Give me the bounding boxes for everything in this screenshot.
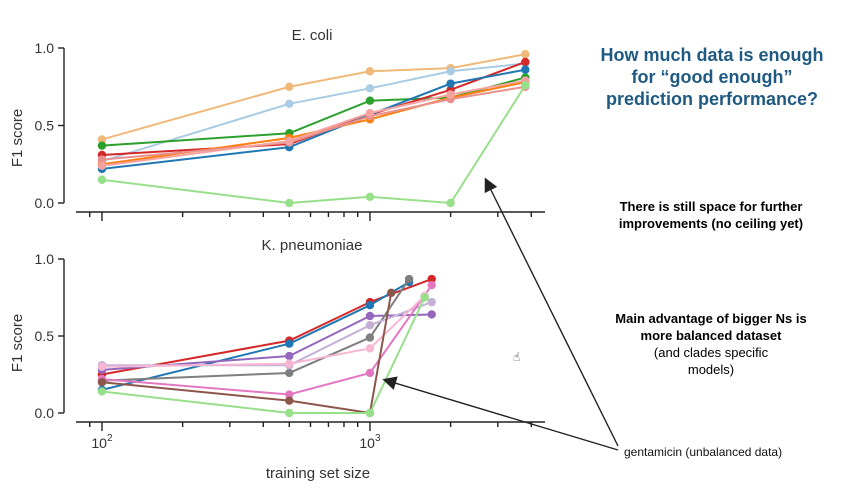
ecoli-title: E. coli	[292, 27, 333, 44]
headline-question: How much data is enough for “good enough…	[600, 45, 824, 109]
data-point	[97, 135, 107, 144]
series-line-6	[101, 295, 426, 368]
data-point	[365, 368, 375, 378]
data-point	[446, 198, 455, 208]
data-point	[365, 84, 375, 93]
x-axis-label: training set size	[266, 465, 370, 482]
arrow-to-ecoli-gentamicin	[484, 177, 619, 447]
y-tick-label: 0.0	[35, 405, 55, 421]
data-point	[427, 280, 436, 290]
data-point	[365, 311, 375, 321]
kpneumoniae-title: K. pneumoniae	[262, 237, 363, 254]
data-point	[427, 310, 436, 319]
annotation-arrows	[382, 177, 619, 451]
data-point	[285, 408, 294, 418]
data-point	[521, 81, 530, 90]
y-tick-label: 1.0	[35, 251, 55, 267]
data-point	[97, 362, 107, 371]
y-tick-label: 0.5	[35, 328, 55, 344]
data-point	[446, 79, 455, 88]
data-point	[285, 351, 294, 361]
data-point	[427, 297, 436, 307]
cursor-hand-icon: ☝	[513, 350, 521, 364]
y-tick-label: 0.5	[35, 118, 55, 134]
data-point	[521, 57, 530, 67]
series-line-0	[101, 278, 433, 376]
data-point	[97, 175, 107, 184]
series-line-7	[101, 292, 393, 415]
data-point	[365, 67, 375, 76]
y-tick-label: 0.0	[35, 195, 55, 211]
y-tick-label: 1.0	[35, 40, 55, 56]
series-line-8	[101, 297, 426, 414]
x-tick-label: 103	[359, 433, 381, 451]
data-point	[97, 378, 107, 387]
data-point	[365, 301, 375, 310]
data-point	[285, 390, 294, 399]
gentamicin-arrow-label: gentamicin (unbalanced data)	[624, 445, 783, 459]
data-point	[285, 396, 294, 405]
note-balanced-dataset-bold: Main advantage of bigger Ns is more bala…	[615, 311, 807, 343]
data-point	[365, 333, 375, 342]
note-no-ceiling: There is still space for further improve…	[618, 199, 804, 231]
data-point	[97, 161, 107, 170]
data-point	[365, 344, 375, 353]
data-point	[427, 274, 436, 284]
data-point	[521, 50, 530, 59]
data-point	[285, 99, 294, 109]
data-point	[285, 339, 294, 348]
data-point	[285, 82, 294, 91]
note-clades-models: (and clades specific models)	[653, 345, 769, 377]
data-point	[285, 198, 294, 208]
note-balanced-dataset: Main advantage of bigger Ns is more bala…	[600, 310, 822, 378]
ecoli-y-axis-label: F1 score	[9, 109, 26, 167]
series-line-5	[101, 284, 433, 396]
data-point	[285, 136, 294, 146]
data-point	[97, 155, 107, 164]
data-point	[365, 408, 375, 418]
data-point	[97, 387, 107, 396]
data-point	[365, 108, 375, 118]
data-point	[420, 293, 429, 302]
data-point	[365, 192, 375, 201]
x-tick-label: 102	[91, 433, 113, 451]
data-point	[365, 96, 375, 105]
data-point	[97, 141, 107, 150]
kpneumoniae-panel: K. pneumoniae F1 score training set size…	[9, 237, 545, 482]
data-point	[285, 368, 294, 378]
data-point	[365, 321, 375, 330]
data-point	[404, 274, 414, 284]
series-line-1	[101, 62, 526, 163]
data-point	[285, 359, 294, 368]
kpneumoniae-y-axis-label: F1 score	[9, 314, 26, 372]
data-point	[446, 90, 455, 99]
series-line-8	[101, 84, 527, 205]
series-line-2	[101, 313, 432, 371]
data-point	[521, 65, 530, 74]
data-point	[386, 288, 396, 298]
data-point	[446, 67, 455, 76]
ecoli-panel: E. coli F1 score 0.0 0.5 1.0	[9, 27, 545, 221]
arrow-to-kpneumoniae-gentamicin	[382, 376, 619, 451]
